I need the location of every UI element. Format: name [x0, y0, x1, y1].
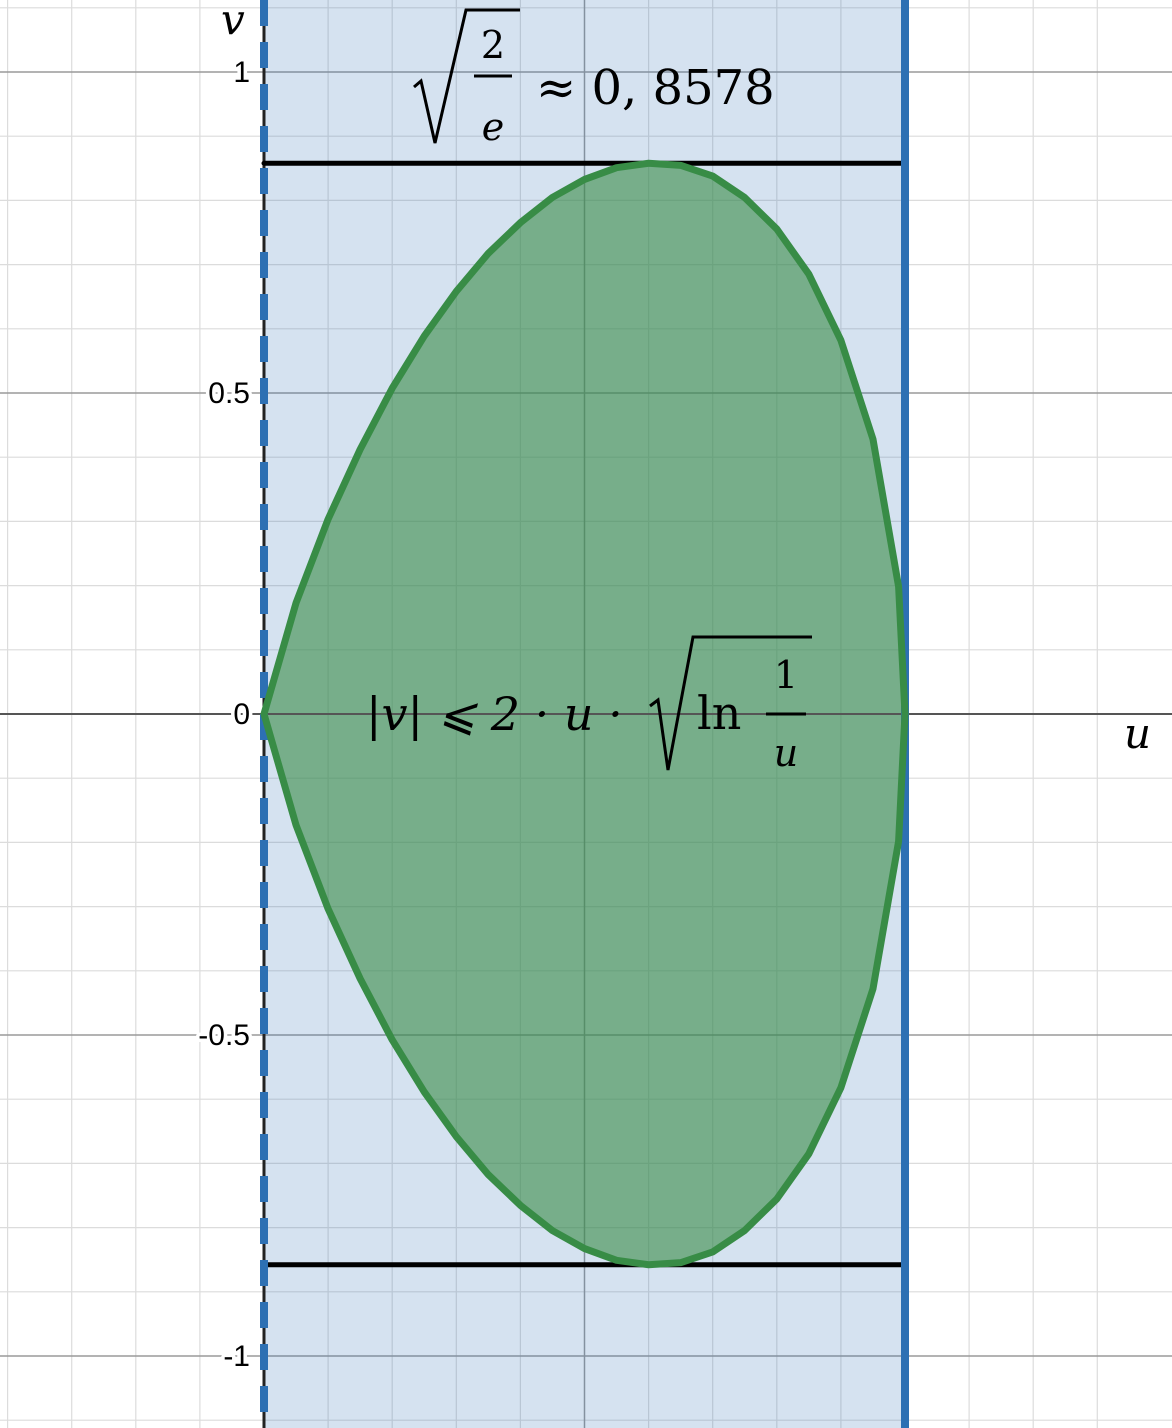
top-sqrt-numerator: 2 [481, 23, 505, 67]
y-tick-label: 0 [233, 698, 250, 731]
y-axis-label: v [221, 0, 245, 44]
y-tick-label: -0.5 [198, 1019, 250, 1052]
sqrt-sign-inequality [649, 635, 812, 771]
ln-fraction-denominator: u [774, 731, 798, 775]
top-annotation: 2 e ≈ 0, 8578 [413, 8, 775, 149]
y-tick-labels: 1 0.5 0 -0.5 -1 [195, 53, 254, 1377]
bound-lines [261, 160, 908, 1268]
sqrt-sign-top [413, 8, 520, 144]
curve-boundary [260, 159, 909, 1269]
ln-text: ln [697, 686, 741, 740]
ln-fraction-numerator: 1 [774, 653, 798, 697]
y-tick-label: -1 [223, 1340, 250, 1373]
inequality-left-text: |v| ⩽ 2 · u · [366, 687, 623, 741]
top-value-text: ≈ 0, 8578 [536, 60, 775, 116]
y-tick-label: 1 [233, 56, 250, 89]
top-sqrt-denominator: e [482, 105, 505, 149]
x-axis-label: u [1124, 709, 1151, 758]
y-tick-label: 0.5 [208, 377, 250, 410]
inequality-annotation: |v| ⩽ 2 · u · ln 1 u [366, 635, 812, 775]
